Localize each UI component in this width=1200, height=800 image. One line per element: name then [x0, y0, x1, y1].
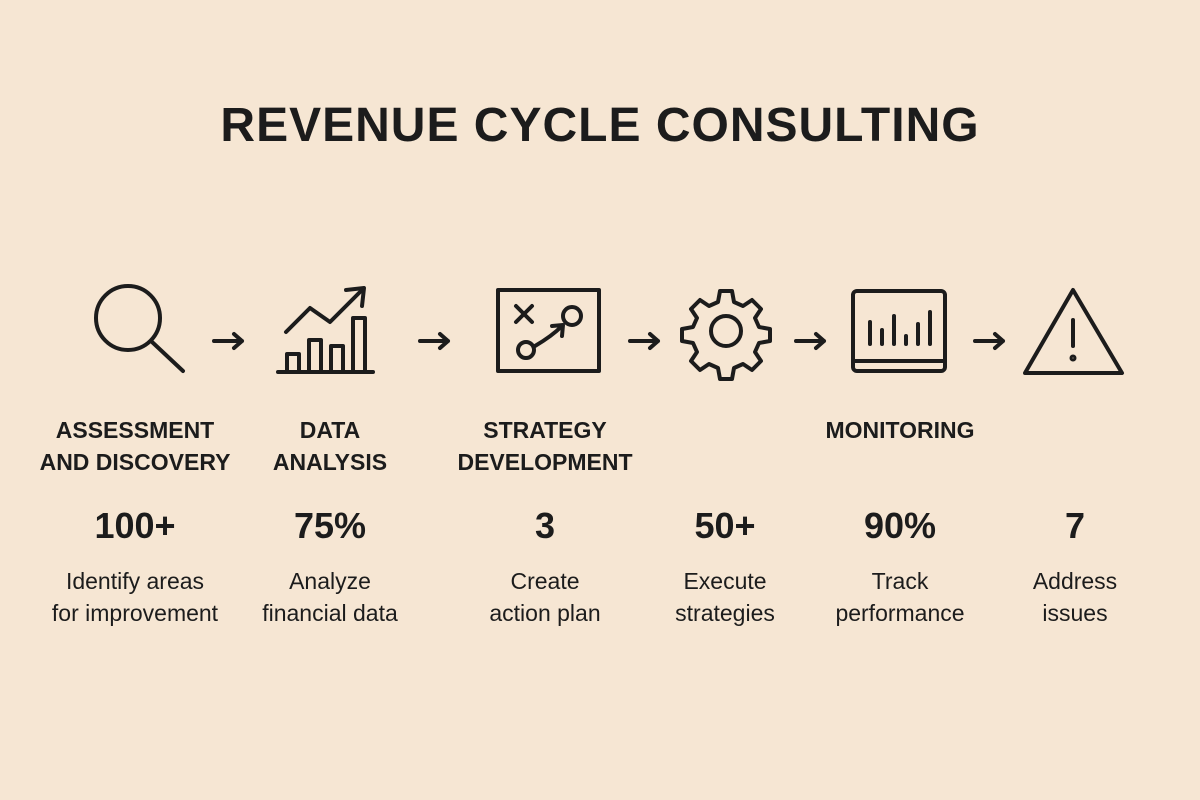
- magnifier-icon: [94, 284, 185, 373]
- step-stat: 90%: [863, 505, 937, 546]
- step-description-line: financial data: [262, 600, 398, 626]
- step-label-line: ANALYSIS: [272, 449, 388, 475]
- step-description-line: issues: [1042, 600, 1108, 626]
- step-description: Track performance: [790, 565, 1010, 629]
- monitor-icon: [851, 289, 947, 373]
- step-description: Analyze financial data: [220, 565, 440, 629]
- gear-icon: [680, 289, 772, 381]
- step-stat: 7: [1064, 505, 1086, 546]
- step-description-line: strategies: [675, 600, 775, 626]
- warning-icon: [1023, 288, 1124, 375]
- step-description-line: Identify areas: [65, 568, 205, 594]
- step-description: Create action plan: [435, 565, 655, 629]
- chart-icon: [276, 286, 375, 374]
- step-description-line: Execute: [683, 568, 767, 594]
- step-label: DATA ANALYSIS: [220, 414, 440, 478]
- step-label: MONITORING: [790, 414, 1010, 446]
- step-description-line: Track: [871, 568, 929, 594]
- step-stat: 50+: [694, 505, 756, 546]
- strategy-board-icon: [496, 288, 601, 373]
- step-stat: 100+: [94, 505, 176, 546]
- step-description-line: Analyze: [289, 568, 371, 594]
- step-label-line: STRATEGY: [483, 417, 607, 443]
- step-description-line: for improvement: [51, 600, 219, 626]
- step-stat: 3: [534, 505, 556, 546]
- step-label-line: ASSESSMENT: [55, 417, 215, 443]
- title: REVENUE CYCLE CONSULTING: [220, 99, 980, 152]
- step-description-line: performance: [835, 600, 965, 626]
- step-label-line: DEVELOPMENT: [457, 449, 633, 475]
- step-label-line: AND DISCOVERY: [39, 449, 231, 475]
- step-description-line: Address: [1032, 568, 1118, 594]
- step-label: STRATEGY DEVELOPMENT: [435, 414, 655, 478]
- step-description: Execute strategies: [615, 565, 835, 629]
- step-description: Address issues: [965, 565, 1185, 629]
- step-label-line: MONITORING: [825, 417, 975, 443]
- step-description-line: Create: [510, 568, 580, 594]
- arrows: [212, 332, 1005, 350]
- step-description: Identify areas for improvement: [25, 565, 245, 629]
- step-label-line: DATA: [299, 417, 361, 443]
- step-stat: 75%: [293, 505, 367, 546]
- step-label: ASSESSMENT AND DISCOVERY: [25, 414, 245, 478]
- step-description-line: action plan: [489, 600, 601, 626]
